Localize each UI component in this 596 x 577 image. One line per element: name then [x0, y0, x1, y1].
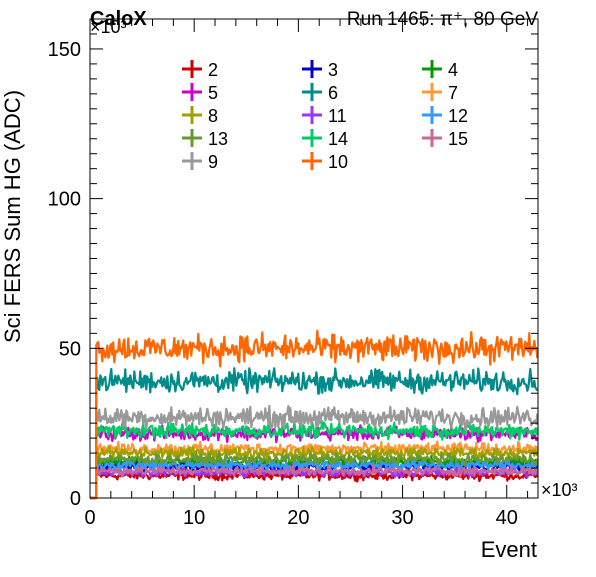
legend-entry-2: 2: [182, 60, 218, 80]
legend-label: 12: [448, 106, 468, 126]
legend-entry-3: 3: [302, 60, 338, 80]
legend-label: 8: [208, 106, 218, 126]
x-tick-label: 20: [287, 507, 309, 529]
brand-label: CaloX: [90, 8, 147, 30]
legend-entry-4: 4: [422, 60, 458, 80]
x-axis-label: Event: [481, 537, 537, 562]
legend-label: 15: [448, 129, 468, 149]
x-tick-label: 10: [183, 507, 205, 529]
legend-entry-10: 10: [302, 152, 348, 172]
legend-entry-14: 14: [302, 129, 348, 149]
legend-entry-13: 13: [182, 129, 228, 149]
legend-entry-15: 15: [422, 129, 468, 149]
series-line-15: [90, 463, 539, 500]
legend-label: 14: [328, 129, 348, 149]
x-tick-label: 0: [84, 507, 95, 529]
legend: 2 3 4 5 6 7 8 11 12 13 14 15 9 10: [182, 60, 468, 172]
legend-label: 2: [208, 60, 218, 80]
legend-entry-12: 12: [422, 106, 468, 126]
series-line-12: [90, 457, 538, 500]
legend-entry-7: 7: [422, 83, 458, 103]
legend-label: 6: [328, 83, 338, 103]
x-tick-label: 30: [391, 507, 413, 529]
legend-label: 4: [448, 60, 458, 80]
legend-label: 3: [328, 60, 338, 80]
series-line-14: [90, 420, 539, 500]
legend-entry-11: 11: [302, 106, 347, 126]
axis-ticks: 0 10 20 30 40 0 50 100 150: [48, 19, 538, 529]
legend-label: 13: [208, 129, 228, 149]
y-tick-label: 0: [70, 488, 81, 510]
y-tick-label: 50: [59, 338, 81, 360]
series-line-7: [90, 440, 539, 500]
legend-label: 5: [208, 83, 218, 103]
x-multiplier-label: ×10³: [541, 480, 578, 500]
legend-entry-8: 8: [182, 106, 218, 126]
y-axis-label: Sci FERS Sum HG (ADC): [0, 90, 25, 343]
legend-label: 11: [328, 106, 347, 126]
y-multiplier-label: ×10³: [90, 17, 127, 37]
series-traces: [90, 329, 539, 500]
x-tick-label: 40: [496, 507, 518, 529]
y-tick-label: 100: [48, 189, 81, 211]
legend-label: 10: [328, 152, 348, 172]
run-label: Run 1465: π⁺, 80 GeV: [347, 9, 538, 30]
series-line-13: [90, 451, 539, 500]
series-line-9: [90, 404, 539, 500]
y-tick-label: 150: [48, 39, 81, 61]
series-line-6: [90, 367, 539, 500]
legend-label: 9: [208, 152, 218, 172]
legend-entry-6: 6: [302, 83, 338, 103]
series-line-10: [90, 329, 539, 500]
legend-label: 7: [448, 83, 458, 103]
legend-entry-5: 5: [182, 83, 218, 103]
legend-entry-9: 9: [182, 152, 218, 172]
